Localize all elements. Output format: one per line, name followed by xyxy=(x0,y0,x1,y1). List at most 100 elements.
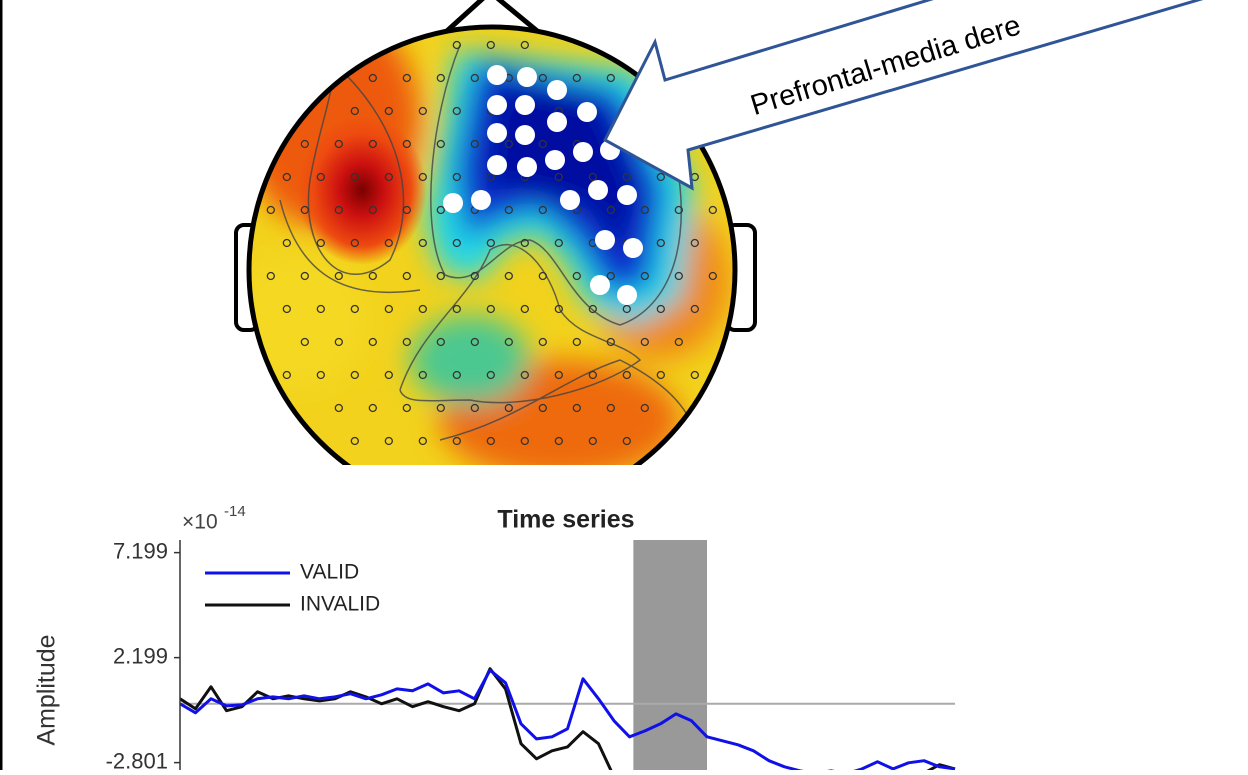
y-tick-label: -2.801 xyxy=(106,748,168,770)
electrode xyxy=(334,337,343,347)
electrode xyxy=(418,172,427,182)
electrode xyxy=(588,370,597,380)
electrode xyxy=(674,205,683,215)
significant-electrode xyxy=(517,67,537,87)
y-tick-label: 2.199 xyxy=(113,643,168,668)
electrode xyxy=(572,73,581,83)
electrode xyxy=(606,271,615,281)
electrode xyxy=(384,304,393,314)
electrode xyxy=(606,73,615,83)
electrode xyxy=(486,40,495,50)
significant-electrode xyxy=(515,125,535,145)
electrode xyxy=(486,238,495,248)
electrode xyxy=(316,238,325,248)
electrode xyxy=(402,337,411,347)
significant-electrode xyxy=(577,102,597,122)
electrode xyxy=(368,139,377,149)
electrode xyxy=(334,271,343,281)
electrode xyxy=(520,436,529,446)
y-axis-label: Amplitude xyxy=(33,634,61,745)
electrode xyxy=(452,304,461,314)
electrode xyxy=(674,271,683,281)
electrode xyxy=(470,403,479,413)
electrode xyxy=(368,403,377,413)
electrode xyxy=(436,139,445,149)
electrode xyxy=(554,304,563,314)
electrode xyxy=(334,205,343,215)
significant-electrode xyxy=(487,155,507,175)
significant-electrode xyxy=(560,190,580,210)
electrode xyxy=(554,172,563,182)
electrode xyxy=(572,403,581,413)
electrode xyxy=(384,106,393,116)
electrode xyxy=(588,304,597,314)
electrode xyxy=(452,370,461,380)
electrode xyxy=(538,139,547,149)
electrode xyxy=(436,337,445,347)
electrode xyxy=(606,337,615,347)
electrode xyxy=(640,337,649,347)
series-line xyxy=(180,668,956,770)
electrode xyxy=(300,271,309,281)
electrode xyxy=(452,172,461,182)
electrode xyxy=(470,271,479,281)
series-line xyxy=(180,667,956,770)
electrode xyxy=(504,139,513,149)
electrode xyxy=(486,304,495,314)
electrode xyxy=(538,205,547,215)
plot-area xyxy=(180,540,956,770)
legend-label: VALID xyxy=(300,561,359,584)
electrode xyxy=(504,337,513,347)
electrode xyxy=(452,436,461,446)
shaded-window xyxy=(633,540,707,770)
significant-electrode xyxy=(588,180,608,200)
electrode xyxy=(504,205,513,215)
electrode xyxy=(504,271,513,281)
electrode xyxy=(282,370,291,380)
chart-title: Time series xyxy=(497,506,634,534)
significant-electrode xyxy=(547,80,567,100)
significant-electrode xyxy=(595,230,615,250)
electrode xyxy=(470,73,479,83)
electrode xyxy=(606,205,615,215)
electrode xyxy=(368,73,377,83)
electrode xyxy=(418,238,427,248)
callout xyxy=(603,0,1204,191)
significant-electrode xyxy=(623,238,643,258)
significant-electrode xyxy=(617,185,637,205)
electrode xyxy=(282,238,291,248)
electrode xyxy=(520,238,529,248)
electrode xyxy=(334,139,343,149)
electrode xyxy=(350,304,359,314)
electrode xyxy=(350,106,359,116)
electrode xyxy=(486,370,495,380)
electrode xyxy=(436,403,445,413)
significant-electrode xyxy=(545,150,565,170)
electrode xyxy=(572,337,581,347)
electrode xyxy=(538,403,547,413)
electrode xyxy=(436,205,445,215)
electrode xyxy=(656,304,665,314)
electrode xyxy=(368,205,377,215)
electrode xyxy=(622,304,631,314)
electrode xyxy=(504,403,513,413)
electrode xyxy=(622,436,631,446)
electrode xyxy=(538,73,547,83)
electrode xyxy=(334,403,343,413)
electrode xyxy=(350,370,359,380)
electrode xyxy=(656,238,665,248)
significant-electrode xyxy=(547,112,567,132)
significant-electrode xyxy=(471,190,491,210)
electrode xyxy=(316,304,325,314)
significant-electrode xyxy=(590,275,610,295)
electrode xyxy=(282,304,291,314)
electrode xyxy=(436,271,445,281)
electrode xyxy=(436,73,445,83)
electrode xyxy=(384,370,393,380)
electrode xyxy=(384,172,393,182)
electrode xyxy=(282,172,291,182)
significant-electrode xyxy=(517,157,537,177)
significant-electrode xyxy=(617,285,637,305)
electrode xyxy=(690,238,699,248)
head-outline xyxy=(246,24,738,465)
